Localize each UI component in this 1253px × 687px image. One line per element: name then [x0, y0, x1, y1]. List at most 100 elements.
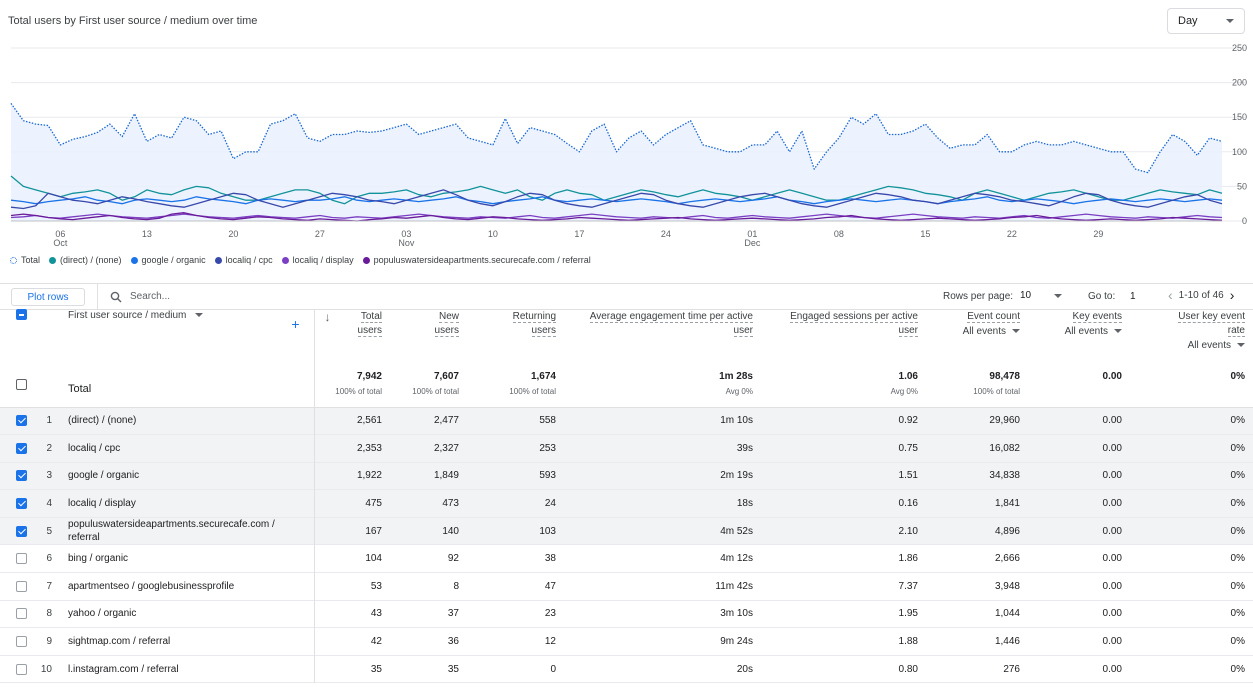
total-subtext: 100% of total — [412, 387, 459, 396]
search-input[interactable]: Search... — [97, 284, 497, 309]
metric-header-line1: Average engagement time per active — [589, 311, 753, 323]
x-tick-day: 15 — [920, 229, 930, 239]
row-checkbox[interactable] — [16, 608, 27, 620]
table-row: 8 yahoo / organic 43 37 23 3m 10s 1.95 1,044 0.0… — [0, 600, 1253, 628]
add-dimension-icon[interactable]: + — [291, 316, 300, 332]
row-dimension[interactable]: yahoo / organic — [58, 600, 315, 628]
legend-item[interactable]: google / organic — [130, 255, 206, 265]
metric-header[interactable]: Average engagement time per active user — [564, 310, 761, 371]
row-dimension[interactable]: localiq / display — [58, 489, 315, 518]
event-filter-select[interactable]: All events — [1028, 326, 1122, 337]
row-checkbox[interactable] — [16, 525, 27, 537]
chevron-down-icon — [1237, 343, 1245, 348]
metric-header-line2: users — [531, 325, 556, 337]
total-cell: 0% — [1130, 371, 1253, 407]
legend-item[interactable]: (direct) / (none) — [49, 255, 122, 265]
row-dimension-label: sightmap.com / referral — [68, 636, 171, 648]
row-checkbox[interactable] — [16, 442, 27, 454]
row-checkbox-cell — [0, 462, 38, 490]
prev-page-icon[interactable]: ‹ — [1168, 287, 1173, 303]
header-row: First user source / medium + ↓ Total users… — [0, 309, 1253, 371]
goto-label: Go to: — [1088, 291, 1116, 302]
row-dimension[interactable]: bing / organic — [58, 544, 315, 573]
y-tick-label: 200 — [1232, 78, 1247, 88]
next-page-icon[interactable]: › — [1229, 287, 1235, 303]
row-checkbox[interactable] — [16, 580, 27, 592]
table-row: 3 google / organic 1,922 1,849 593 2m 19s 1.51… — [0, 462, 1253, 490]
total-row: Total 7,942 100% of total 7,607 100% of tot… — [0, 371, 1253, 407]
row-metric-cell: 0.00 — [1102, 498, 1122, 510]
series-area-total — [11, 103, 1222, 221]
total-cell: 1,674 100% of total — [467, 371, 564, 407]
metric-header-line1: Engaged sessions per active — [790, 311, 918, 323]
row-checkbox[interactable] — [16, 470, 27, 482]
row-dimension-label: yahoo / organic — [68, 608, 137, 620]
legend-item[interactable]: Total — [10, 255, 40, 265]
legend-item[interactable]: localiq / cpc — [214, 255, 273, 265]
goto-input[interactable]: 1 — [1130, 291, 1136, 302]
total-value: 0% — [1230, 371, 1245, 382]
total-cell: 0.00 — [1028, 371, 1130, 407]
event-filter-value: All events — [1064, 326, 1108, 337]
granularity-select[interactable]: Day — [1167, 8, 1245, 34]
row-checkbox[interactable] — [16, 635, 27, 647]
event-filter-select[interactable]: All events — [926, 326, 1020, 337]
row-metric-cell: 167 — [365, 525, 382, 537]
metric-header[interactable]: User key event rate All events — [1130, 310, 1253, 371]
row-dimension[interactable]: l.instagram.com / referral — [58, 655, 315, 683]
legend-item[interactable]: populuswatersideapartments.securecafe.co… — [362, 255, 591, 265]
row-dimension[interactable]: sightmap.com / referral — [58, 627, 315, 656]
row-checkbox[interactable] — [16, 415, 27, 427]
metric-header-line2: user — [898, 325, 918, 337]
row-dimension-label: populuswatersideapartments.securecafe.co… — [68, 519, 275, 544]
metric-header[interactable]: Engaged sessions per active user — [761, 310, 926, 371]
row-metric-cell: 1.95 — [898, 608, 918, 620]
table-row: 1 (direct) / (none) 2,561 2,477 558 1m 10s 0.9… — [0, 407, 1253, 435]
plot-rows-button[interactable]: Plot rows — [11, 288, 85, 306]
row-index: 5 — [46, 525, 52, 537]
metric-header-line1: Key events — [1072, 311, 1122, 323]
row-dimension[interactable]: localiq / cpc — [58, 434, 315, 463]
total-subtext: 100% of total — [335, 387, 382, 396]
row-metric-cell: 0.75 — [898, 442, 918, 454]
row-metric-cell: 0% — [1230, 580, 1245, 592]
metric-header[interactable]: Returning users — [467, 310, 564, 371]
metric-header[interactable]: New users — [390, 310, 467, 371]
row-metric-cell: 2,353 — [356, 442, 382, 454]
sort-desc-icon[interactable]: ↓ — [324, 310, 331, 324]
row-metric-cell: 593 — [539, 470, 556, 482]
x-tick-day: 10 — [488, 229, 498, 239]
row-dimension[interactable]: apartmentseo / googlebusinessprofile — [58, 572, 315, 601]
row-dimension[interactable]: (direct) / (none) — [58, 407, 315, 435]
row-metric-cell: 0% — [1230, 525, 1245, 537]
legend-item[interactable]: localiq / display — [281, 255, 354, 265]
event-filter-select[interactable]: All events — [1130, 340, 1245, 351]
row-metric-cell: 34,838 — [989, 470, 1020, 482]
total-checkbox-cell — [0, 371, 38, 407]
dimension-header[interactable]: First user source / medium + — [58, 310, 315, 371]
row-dimension-label: bing / organic — [68, 553, 129, 565]
x-tick-day: 17 — [574, 229, 584, 239]
row-dimension[interactable]: google / organic — [58, 462, 315, 490]
rows-per-page-select[interactable]: 10 — [1020, 290, 1062, 301]
row-checkbox[interactable] — [16, 553, 27, 565]
rows-per-page-value: 10 — [1020, 290, 1032, 301]
row-checkbox-cell — [0, 628, 38, 656]
metric-header[interactable]: Key events All events — [1028, 310, 1130, 371]
select-all-checkbox[interactable] — [16, 309, 27, 321]
total-value: 7,607 — [433, 371, 459, 382]
total-checkbox[interactable] — [16, 379, 27, 390]
metric-header[interactable]: Event count All events — [926, 310, 1028, 371]
row-checkbox[interactable] — [16, 498, 27, 509]
metric-header[interactable]: ↓ Total users — [314, 310, 390, 371]
row-checkbox[interactable] — [16, 663, 27, 675]
row-metric-cell: 1.51 — [898, 470, 918, 482]
data-table: First user source / medium + ↓ Total users… — [0, 309, 1253, 683]
row-metric-cell: 4m 12s — [720, 553, 753, 565]
row-metric-cell: 7.37 — [898, 580, 918, 592]
row-checkbox-cell — [0, 517, 38, 545]
row-checkbox-cell — [0, 407, 38, 435]
table-row: 6 bing / organic 104 92 38 4m 12s 1.86 2,666 0.0… — [0, 544, 1253, 573]
legend-label: populuswatersideapartments.securecafe.co… — [373, 255, 591, 265]
row-dimension[interactable]: populuswatersideapartments.securecafe.co… — [58, 517, 315, 545]
